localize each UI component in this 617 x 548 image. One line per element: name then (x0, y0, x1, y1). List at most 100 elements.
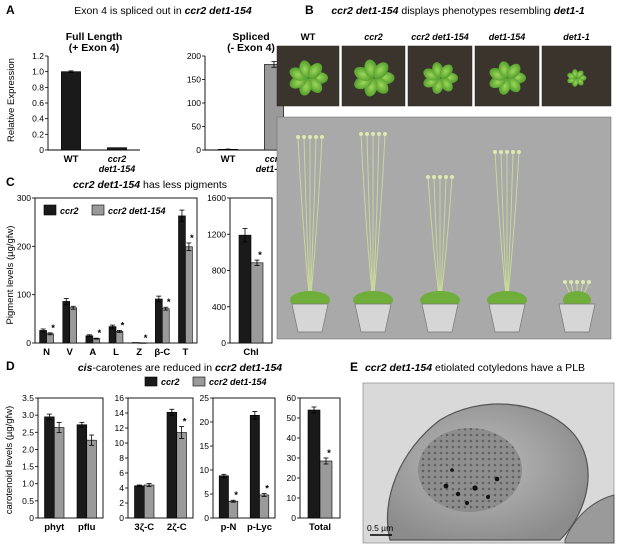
chart-c-chlorophyll: 0 400 800 1200 1600 * Chl (207, 193, 273, 358)
x-tick-label: A (89, 347, 96, 358)
flower-cluster (308, 135, 312, 139)
inflorescence-stem (309, 136, 323, 306)
x-tick-label: ccr2 (265, 154, 284, 164)
y-tick-label: 0 (204, 513, 209, 523)
panel-b-photos: WT ccr2 ccr2 det1-154 det1-154 det1-1 (276, 32, 612, 340)
y-tick-label: 30 (287, 453, 297, 463)
flower-cluster (505, 150, 509, 154)
y-tick-label: 1.0 (22, 479, 34, 489)
chart-a-full-length: 0 0.2 0.4 0.6 0.8 1.0 1.2 Full Length(+ Exon 4)… (32, 31, 140, 174)
legend-swatch-ccr2 (43, 204, 57, 216)
x-tick-label: Chl (243, 347, 258, 358)
plant-pot (421, 303, 459, 333)
y-tick-label: 15 (200, 441, 210, 451)
panel-label-d: D (6, 359, 15, 373)
panel-a-ylabel: Relative Expression (6, 58, 17, 142)
flower-cluster (383, 132, 387, 136)
inflorescence-stem (372, 133, 380, 306)
inflorescence-stem (372, 133, 386, 306)
flower-cluster (444, 175, 448, 179)
bar-ccr2 (166, 411, 178, 519)
bar-ccr2 (218, 475, 229, 519)
y-tick-label: 0 (39, 145, 44, 155)
flower-cluster (575, 280, 579, 284)
x-tick-label: Z (136, 347, 142, 358)
inflorescence-stem (439, 176, 453, 306)
y-tick-label: 2.0 (22, 444, 34, 454)
flower-cluster (499, 150, 503, 154)
rosette-leaf (439, 64, 453, 79)
bar-ccr2 (108, 326, 117, 344)
bar-ccr2-det1-154 (228, 500, 239, 519)
flower-cluster (302, 135, 306, 139)
chart-title: Full Length (66, 31, 123, 43)
inflorescence-stem (439, 176, 447, 306)
x-tick-label: pflu (78, 522, 96, 533)
x-tick-label: Total (309, 522, 331, 533)
x-tick-label: p-N (221, 522, 237, 533)
y-tick-label: 16 (115, 393, 125, 403)
bar-ccr2-det1-154 (46, 333, 54, 344)
significance-marker: * (327, 448, 331, 459)
rosette-leaf (307, 77, 323, 94)
bar-ccr2 (44, 416, 55, 519)
y-tick-label: 14 (115, 408, 125, 418)
plot-frame (37, 397, 104, 519)
y-tick-label: 10 (200, 465, 210, 475)
bar (107, 147, 127, 151)
genotype-label: WT (301, 32, 316, 43)
bar (61, 71, 81, 151)
y-tick-label: 100 (187, 98, 201, 108)
legend-swatch-ccr2 (144, 376, 158, 387)
x-tick-label: T (183, 347, 189, 358)
inflorescence-stem (427, 176, 441, 306)
panel-c-ylabel: Pigment levels (µg/gfw) (5, 226, 16, 325)
y-tick-label: 1.2 (32, 51, 44, 61)
flower-cluster (365, 132, 369, 136)
panel-label-c: C (6, 175, 15, 189)
flower-cluster (569, 280, 573, 284)
panel-b-title: ccr2 det1-154 displays phenotypes resemb… (331, 5, 584, 17)
y-tick-label: 3.5 (22, 393, 34, 403)
panel-label-e: E (350, 360, 358, 374)
x-tick-label: N (43, 347, 50, 358)
panel-e-title: ccr2 det1-154 etiolated cotyledons have … (365, 362, 585, 374)
x-tick-label: V (67, 347, 74, 358)
rosette-leaf (373, 62, 389, 79)
x-tick-label: det1-154 (99, 164, 136, 174)
y-tick-label: 100 (17, 290, 31, 300)
y-tick-label: 12 (115, 423, 125, 433)
bar-ccr2 (39, 330, 47, 344)
plant-pot (488, 303, 526, 333)
adjacent-cell (564, 494, 615, 544)
y-tick-label: 1.5 (22, 462, 34, 472)
bar-ccr2-det1-154 (259, 494, 270, 519)
y-tick-label: 0.4 (32, 114, 44, 124)
significance-marker: * (121, 320, 125, 331)
panel-a-title: Exon 4 is spliced out in ccr2 det1-154 (74, 5, 252, 17)
x-tick-label: 2ζ-C (167, 522, 187, 533)
y-tick-label: 200 (17, 241, 31, 251)
rosette-leaf (439, 77, 453, 92)
bar-ccr2-det1-154 (176, 432, 187, 519)
x-tick-label: WT (64, 154, 79, 165)
y-tick-label: 3.0 (22, 410, 34, 420)
panel-c-title: ccr2 det1-154 has less pigments (73, 179, 227, 191)
legend-label-ccr2: ccr2 (161, 377, 180, 387)
inflorescence-stem (303, 136, 311, 306)
y-tick-label: 0.8 (32, 82, 44, 92)
panel-d-title: cis-carotenes are reduced in ccr2 det1-1… (78, 362, 282, 374)
bar-ccr2 (238, 234, 252, 344)
y-tick-label: 1600 (207, 193, 226, 203)
bar-ccr2-det1-154 (319, 460, 333, 519)
rosette-leaf (373, 77, 389, 94)
y-tick-label: 40 (287, 433, 297, 443)
x-tick-label: det1-154 (256, 164, 293, 174)
y-tick-label: 0 (26, 338, 31, 348)
inflorescence-stem (309, 136, 317, 306)
flower-cluster (377, 132, 381, 136)
bar-ccr2-det1-154 (69, 307, 77, 344)
x-tick-label: β-C (154, 347, 170, 358)
scale-bar-label: 0.5 µm (367, 523, 393, 533)
plot-frame (212, 397, 276, 519)
